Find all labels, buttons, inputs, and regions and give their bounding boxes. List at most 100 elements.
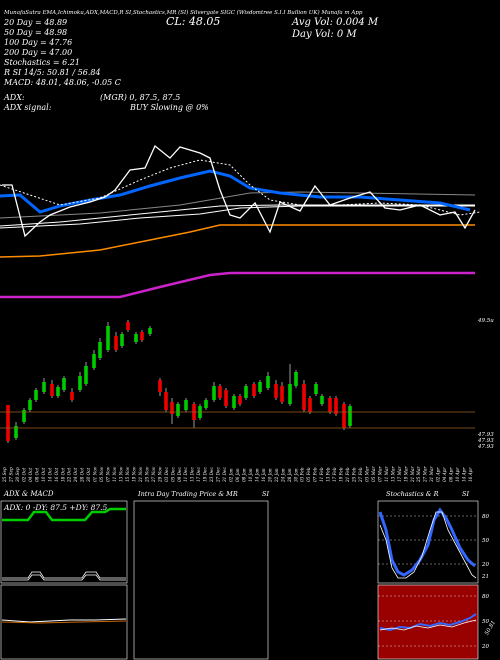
date-tick-label: 04 Oct — [28, 468, 33, 482]
date-tick-label: 25 Feb — [352, 467, 357, 483]
price-axis-label-top: 49.5u — [477, 318, 494, 324]
candle-body — [56, 387, 60, 396]
date-tick-label: 11 Feb — [319, 467, 324, 482]
price-line — [2, 144, 476, 238]
date-tick-label: 03 Feb — [300, 467, 305, 482]
date-tick-label: 06 Jan — [235, 468, 240, 482]
date-tick-label: 17 Dec — [196, 467, 201, 482]
candle-body — [334, 398, 338, 414]
date-tick-label: 04 Apr — [442, 467, 447, 482]
date-tick-label: 16 Oct — [54, 468, 59, 482]
date-tick-label: 13 Nov — [119, 466, 124, 482]
date-tick-label: 27 Sep — [9, 467, 14, 483]
date-tick-label: 17 Mar — [397, 466, 402, 482]
adx-plus-line — [2, 507, 126, 522]
date-tick-label: 11 Dec — [183, 467, 188, 482]
date-tick-label: 10 Apr — [455, 467, 460, 482]
candle-body — [70, 392, 74, 400]
date-tick-label: 30 Sep — [15, 467, 20, 482]
candle-body — [6, 405, 10, 441]
adx-minus-line-2 — [2, 574, 126, 581]
date-tick-label: 29 Nov — [157, 466, 162, 483]
date-tick-label: 14 Apr — [462, 467, 467, 482]
date-tick-label: 27 Feb — [358, 467, 363, 483]
buy-signal: BUY Slowing @ 0% — [129, 103, 209, 112]
candle-body — [252, 384, 256, 396]
candle-body — [114, 336, 118, 350]
ema200-line — [0, 271, 475, 299]
date-tick-label: 17 Feb — [332, 467, 337, 482]
candle-body — [120, 334, 124, 346]
intra-panel-title: Intra Day Trading Price & MR — [137, 490, 238, 498]
date-tick-label: 19 Dec — [203, 467, 208, 482]
date-tick-label: 03 Dec — [164, 467, 169, 482]
ema20-dotted-line — [0, 159, 481, 216]
adx-values: ADX: 0 -DY: 87.5 +DY: 87.5 — [3, 503, 108, 512]
grey-band — [0, 191, 476, 219]
candle-body — [212, 386, 216, 400]
candle-body — [50, 384, 54, 396]
close-price: CL: 48.05 — [166, 15, 220, 28]
date-tick-label: 02 Jan — [229, 468, 234, 482]
candle-body — [294, 372, 298, 386]
candle-body — [302, 384, 306, 410]
date-tick-label: 22 Oct — [67, 468, 72, 483]
avg-volume: Avg Vol: 0.004 M — [291, 17, 379, 28]
date-tick-label: 05 Dec — [170, 467, 175, 482]
day-volume: Day Vol: 0 M — [291, 29, 357, 40]
date-tick-label: 22 Jan — [274, 468, 279, 483]
date-tick-label: 30 Oct — [86, 468, 91, 482]
date-tick-label: 05 Mar — [371, 466, 376, 482]
date-tick-label: 03 Mar — [364, 466, 369, 482]
adx-panel — [0, 500, 128, 584]
date-tick-label: 20 Jan — [267, 468, 272, 483]
candle-body — [176, 404, 180, 416]
date-tick-label: 19 Nov — [131, 466, 136, 482]
date-tick-label: 08 Apr — [449, 467, 454, 482]
date-tick-label: 01 Nov — [93, 466, 98, 482]
candle-body — [238, 396, 242, 404]
price-axis-label-2: 47.93 — [477, 438, 494, 444]
candle-body — [170, 402, 174, 414]
candle-body — [244, 386, 248, 398]
date-tick-label: 27 Mar — [423, 466, 428, 483]
candle-body — [62, 378, 66, 390]
rsi-axis-80: 80 — [482, 594, 489, 600]
date-tick-label: 16 Jan — [261, 468, 266, 482]
macd-line — [1, 618, 127, 623]
date-tick-label: 07 Mar — [377, 466, 382, 482]
date-tick-label: 09 Dec — [177, 467, 182, 482]
candle-body — [266, 376, 270, 388]
candle-body — [308, 398, 312, 412]
date-tick-label: 10 Jan — [248, 468, 253, 482]
candle-body — [204, 400, 208, 408]
header-topline: MunafaSutra EMA,Ichimoku,ADX,MACD,R SI,S… — [3, 9, 363, 16]
date-tick-label: 28 Jan — [287, 468, 292, 483]
date-tick-label: 23 Dec — [209, 467, 214, 483]
candle-body — [328, 398, 332, 412]
candle-body — [184, 400, 188, 410]
candle-body — [288, 384, 292, 404]
adx-minus-line — [2, 571, 126, 579]
date-tick-label: 27 Nov — [151, 466, 156, 483]
stoch-si-label: SI — [462, 490, 469, 498]
date-tick-label: 25 Nov — [144, 466, 149, 483]
rsi-axis-50: 50 — [482, 619, 489, 625]
date-tick-label: 19 Mar — [403, 466, 408, 482]
date-tick-label: 07 Feb — [313, 467, 318, 482]
date-tick-label: 10 Oct — [41, 468, 46, 482]
date-tick-label: 16 Apr — [468, 467, 473, 482]
intra-day-panel — [133, 500, 269, 660]
date-tick-label: 08 Oct — [34, 468, 39, 482]
candle-body — [134, 334, 138, 342]
candle-body — [22, 410, 26, 422]
candle-body — [28, 400, 32, 410]
candle-body — [98, 342, 102, 358]
date-tick-label: 11 Mar — [384, 466, 389, 482]
candle-body — [106, 326, 110, 350]
date-tick-label: 07 Nov — [106, 466, 111, 482]
candle-body — [78, 376, 82, 390]
stochastics-value: Stochastics = 6.21 — [4, 58, 80, 67]
candle-body — [232, 396, 236, 408]
adx-signal-label: ADX signal: — [3, 103, 52, 112]
